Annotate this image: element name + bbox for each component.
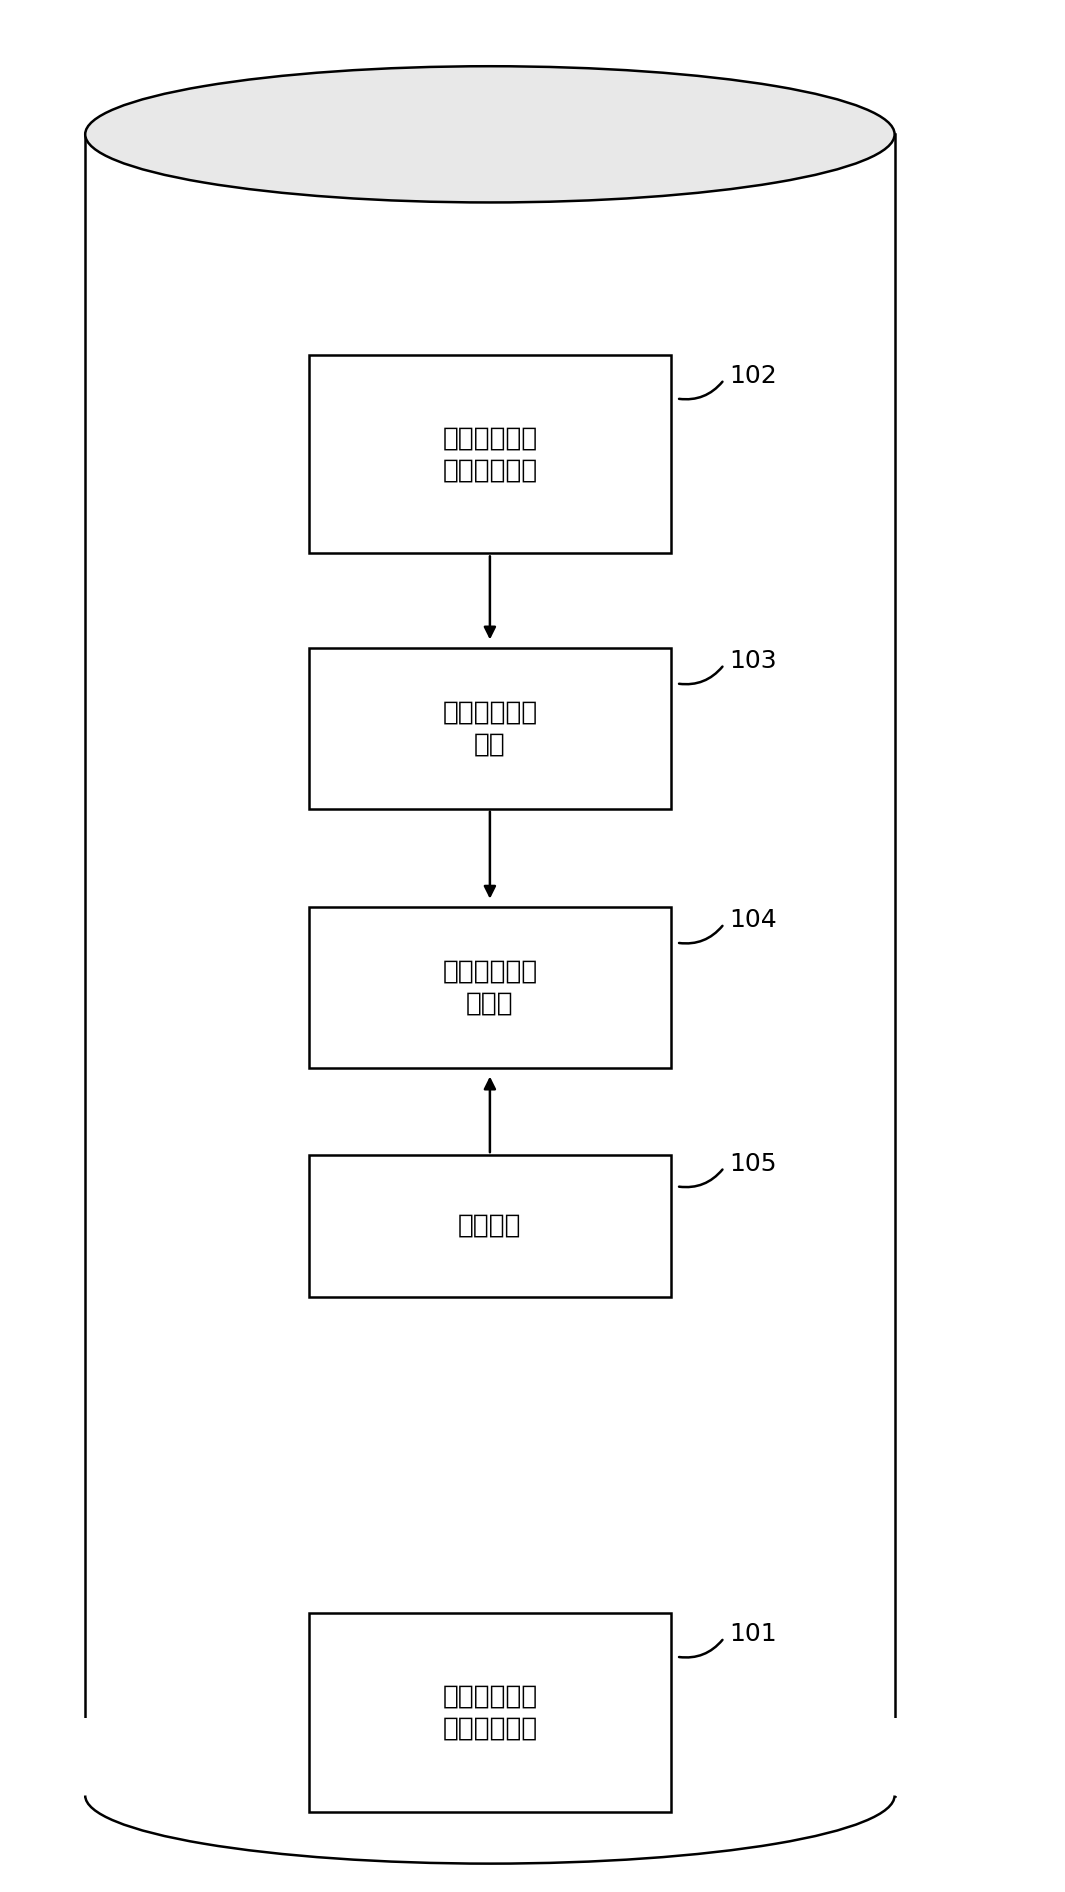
Bar [75,1718,905,1796]
Bar [309,356,671,554]
Ellipse shape [85,1727,895,1864]
Bar [309,1612,671,1813]
Text: 存储单元: 存储单元 [458,1213,522,1239]
Bar [309,908,671,1067]
Text: 超声波表面波
接收换能单元: 超声波表面波 接收换能单元 [442,426,538,482]
Bar [309,1154,671,1298]
Text: 超声波表面波
发射换能单元: 超声波表面波 发射换能单元 [442,1684,538,1741]
Bar [309,649,671,810]
Text: 幅度信息获取
单元: 幅度信息获取 单元 [442,700,538,757]
Bar [85,134,895,1796]
Text: 103: 103 [730,649,777,674]
Text: 102: 102 [730,363,777,388]
Ellipse shape [85,66,895,202]
Text: 101: 101 [730,1621,777,1646]
Text: 含气量信息获
取单元: 含气量信息获 取单元 [442,959,538,1016]
Text: 105: 105 [730,1152,777,1175]
Text: 104: 104 [730,908,777,933]
